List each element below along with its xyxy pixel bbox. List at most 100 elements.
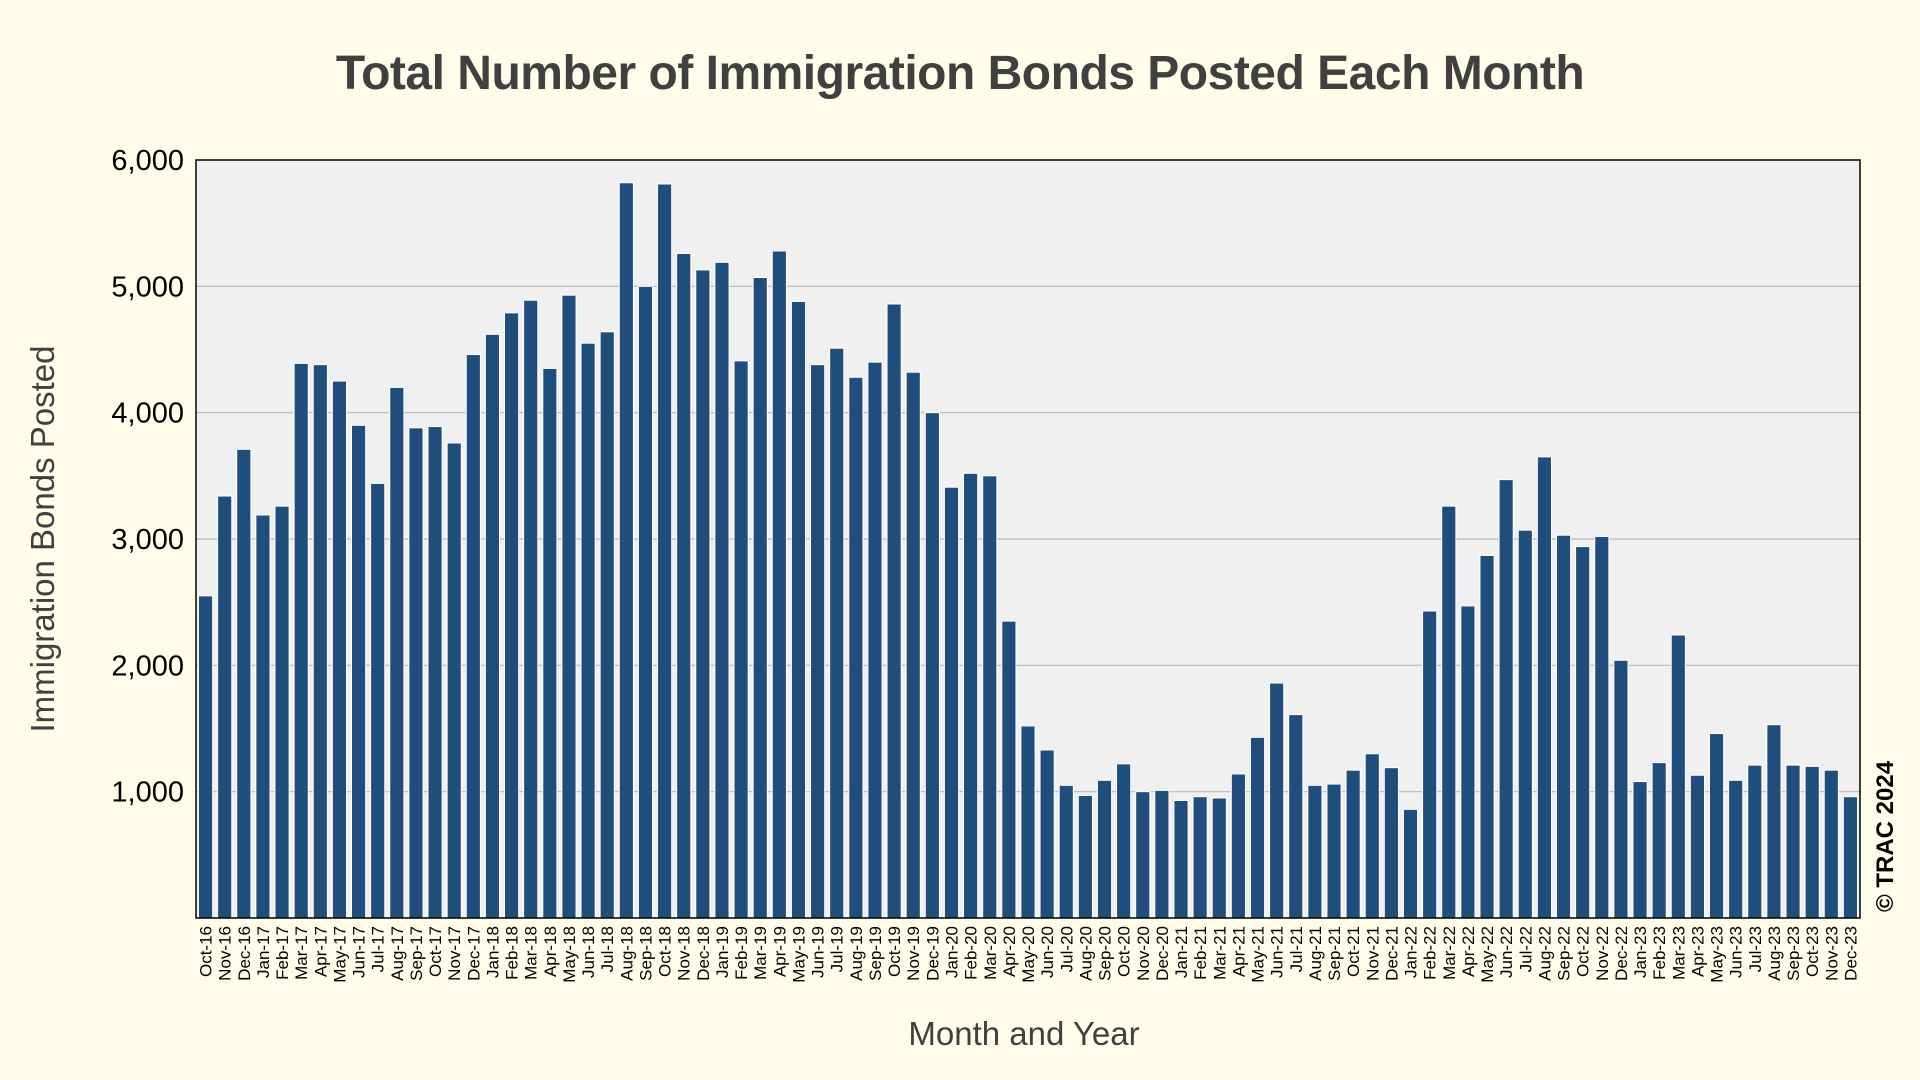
x-tick-label: Mar-21 [1210,926,1229,980]
plot-frame [195,159,1861,919]
bar-Dec-20 [1154,789,1170,919]
x-tick-label: May-22 [1478,926,1497,983]
x-tick-label: Nov-22 [1593,926,1612,981]
x-tick-label: Oct-22 [1574,926,1593,977]
bar-Feb-23 [1651,762,1667,919]
bar-Oct-16 [197,595,214,919]
bar-Nov-16 [217,495,233,919]
x-tick-label: Aug-22 [1535,926,1554,981]
x-tick-label: Jul-23 [1746,926,1765,972]
bar-Apr-21 [1230,773,1246,919]
x-tick-label: Jan-19 [713,926,732,978]
x-tick-label: Nov-17 [445,926,464,981]
bar-Feb-19 [733,360,749,919]
bar-Oct-20 [1116,763,1132,919]
x-tick-label: May-21 [1249,926,1268,983]
bar-Nov-22 [1594,535,1610,919]
x-tick-label: Aug-20 [1076,926,1095,981]
x-tick-label: May-17 [330,926,349,983]
x-tick-label: Jul-19 [828,926,847,972]
x-tick-label: Sep-21 [1325,926,1344,981]
x-tick-label: Nov-19 [904,926,923,981]
bar-Jun-23 [1728,779,1744,919]
bar-Apr-18 [542,367,558,919]
bar-Apr-20 [1001,620,1017,919]
bar-Mar-22 [1441,505,1457,919]
bar-Oct-18 [657,183,673,919]
x-tick-label: Nov-18 [675,926,694,981]
bar-Jun-21 [1269,682,1285,919]
bar-Jul-17 [370,482,386,919]
bar-Nov-23 [1823,769,1839,919]
x-tick-label: Mar-18 [522,926,541,980]
bar-Dec-16 [236,448,252,919]
bar-Jun-17 [351,424,367,919]
bar-Jan-19 [714,261,730,919]
bar-Nov-21 [1364,753,1380,919]
x-tick-label: Apr-23 [1688,926,1707,977]
x-tick-label: Jun-19 [809,926,828,978]
bar-Dec-22 [1613,659,1629,919]
bar-Sep-19 [867,361,883,919]
bar-Oct-22 [1575,546,1591,919]
bar-Feb-22 [1422,610,1438,919]
y-tick-label: 6,000 [111,145,184,177]
y-tick-label: 3,000 [111,524,184,556]
bar-Mar-18 [523,299,539,919]
x-tick-label: Apr-20 [1000,926,1019,977]
bar-Oct-17 [427,426,443,919]
bar-Dec-23 [1842,796,1859,919]
bar-Sep-17 [408,427,424,919]
x-tick-label: Dec-19 [923,926,942,981]
bar-May-19 [790,300,807,919]
x-tick-label: Mar-20 [981,926,1000,980]
bar-Feb-20 [963,472,979,919]
bar-Jul-19 [829,347,845,919]
bar-Nov-17 [446,442,462,919]
x-tick-label: Jan-17 [254,926,273,978]
bar-Sep-23 [1785,764,1801,919]
bar-Sep-22 [1555,534,1572,919]
x-tick-label: Jan-18 [483,926,502,978]
x-tick-label: Dec-16 [235,926,254,981]
bar-Mar-23 [1670,634,1686,919]
bar-Mar-17 [293,362,309,919]
bar-Mar-19 [752,276,768,919]
x-tick-label: Apr-17 [311,926,330,977]
x-tick-label: Nov-16 [216,926,235,981]
x-tick-label: Oct-20 [1115,926,1134,977]
bar-Jun-18 [580,342,596,919]
x-tick-label: Jun-23 [1727,926,1746,978]
bar-Sep-21 [1326,783,1342,919]
x-tick-label: Jul-18 [598,926,617,972]
x-tick-label: Dec-22 [1612,926,1631,981]
x-tick-label: Jan-20 [942,926,961,978]
x-tick-label: Aug-21 [1306,926,1325,981]
bar-Sep-20 [1096,779,1113,919]
x-tick-label: Sep-17 [407,926,426,981]
bar-Jan-20 [943,486,960,919]
x-tick-label: Dec-20 [1153,926,1172,981]
x-tick-label: Feb-21 [1191,926,1210,980]
bar-May-17 [331,380,348,919]
x-tick-label: Jun-18 [579,926,598,978]
copyright-credit: © TRAC 2024 [1872,760,1899,912]
x-tick-label: Dec-18 [694,926,713,981]
bar-Jan-22 [1402,808,1419,919]
bar-Dec-19 [924,412,940,919]
x-tick-label: Nov-20 [1134,926,1153,981]
x-axis-ticks: Oct-16 Nov-16 Dec-16 Jan-17 Feb-17 Mar-17 Apr-… [197,926,1861,983]
bar-Feb-17 [274,505,290,919]
y-tick-label: 1,000 [111,777,184,809]
x-tick-label: Sep-23 [1784,926,1803,981]
x-tick-label: Sep-19 [866,926,885,981]
x-tick-label: Sep-20 [1096,926,1115,981]
x-tick-label: Feb-18 [503,926,522,980]
x-tick-label: Mar-17 [292,926,311,980]
x-tick-label: May-18 [560,926,579,983]
x-tick-label: Mar-23 [1669,926,1688,980]
bar-Aug-20 [1077,794,1093,919]
bar-Jan-21 [1173,800,1189,919]
x-axis-label: Month and Year [908,1015,1139,1052]
